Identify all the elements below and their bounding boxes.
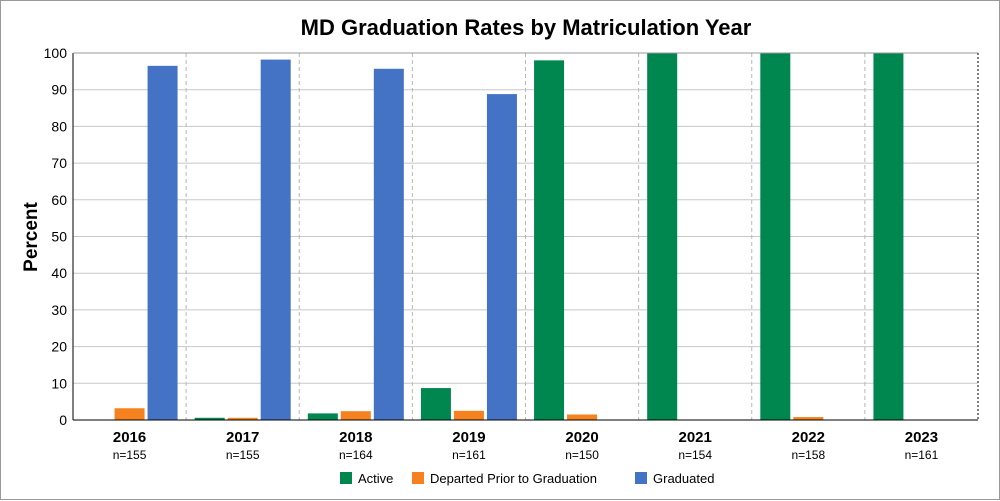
axis-labels: 0 10 20 30 40 50 60 70 80 90 100 2016 n=155 2017 n=155… bbox=[44, 45, 939, 462]
axes bbox=[72, 52, 979, 421]
y-tick-label-30: 30 bbox=[51, 302, 67, 318]
legend-swatch-departed-prior-to-graduation bbox=[412, 472, 424, 484]
y-tick-label-80: 80 bbox=[51, 118, 67, 134]
bar-graduated-2018 bbox=[373, 68, 404, 420]
x-sample-size-label-2016: n=155 bbox=[113, 448, 147, 462]
grid-lines bbox=[73, 52, 978, 420]
x-sample-size-label-2019: n=161 bbox=[452, 448, 486, 462]
bar-graduated-2019 bbox=[486, 94, 517, 420]
bar-departed-prior-to-graduation-2017 bbox=[227, 417, 258, 420]
x-category-label-2022: 2022 bbox=[792, 429, 825, 446]
bar-active-2019 bbox=[420, 388, 451, 420]
x-category-label-2018: 2018 bbox=[339, 429, 372, 446]
bar-departed-prior-to-graduation-2018 bbox=[340, 411, 371, 420]
x-category-label-2016: 2016 bbox=[113, 429, 146, 446]
bar-graduated-2016 bbox=[147, 65, 178, 420]
y-tick-label-100: 100 bbox=[44, 45, 68, 61]
x-sample-size-label-2022: n=158 bbox=[791, 448, 825, 462]
bar-departed-prior-to-graduation-2016 bbox=[114, 408, 145, 420]
legend-label-active: Active bbox=[358, 471, 393, 486]
y-tick-label-60: 60 bbox=[51, 192, 67, 208]
y-axis-label: Percent bbox=[21, 201, 42, 271]
bar-active-2020 bbox=[534, 60, 565, 421]
bar-departed-prior-to-graduation-2022 bbox=[793, 417, 824, 420]
x-sample-size-label-2020: n=150 bbox=[565, 448, 599, 462]
x-sample-size-label-2018: n=164 bbox=[339, 448, 373, 462]
x-category-label-2023: 2023 bbox=[905, 429, 938, 446]
bar-departed-prior-to-graduation-2020 bbox=[567, 414, 598, 420]
bar-active-2018 bbox=[307, 413, 338, 420]
bar-departed-prior-to-graduation-2019 bbox=[453, 410, 484, 420]
bar-active-2023 bbox=[873, 53, 904, 420]
bar-active-2021 bbox=[647, 53, 678, 420]
legend-swatch-active bbox=[340, 472, 352, 484]
y-tick-label-40: 40 bbox=[51, 265, 67, 281]
bar-active-2017 bbox=[194, 417, 225, 420]
legend-label-departed-prior-to-graduation: Departed Prior to Graduation bbox=[430, 471, 597, 486]
x-sample-size-label-2021: n=154 bbox=[678, 448, 712, 462]
bars bbox=[114, 53, 904, 421]
chart-title: MD Graduation Rates by Matriculation Yea… bbox=[301, 15, 752, 40]
y-tick-label-20: 20 bbox=[51, 339, 67, 355]
legend: Active Departed Prior to Graduation Gradua… bbox=[340, 471, 714, 486]
x-sample-size-label-2017: n=155 bbox=[226, 448, 260, 462]
y-tick-label-0: 0 bbox=[59, 412, 67, 428]
x-category-label-2021: 2021 bbox=[679, 429, 712, 446]
bar-active-2022 bbox=[760, 53, 791, 420]
bar-graduated-2017 bbox=[260, 59, 291, 421]
y-tick-label-10: 10 bbox=[51, 375, 67, 391]
x-category-label-2019: 2019 bbox=[452, 429, 485, 446]
y-tick-label-50: 50 bbox=[51, 229, 67, 245]
x-category-label-2017: 2017 bbox=[226, 429, 259, 446]
y-tick-label-70: 70 bbox=[51, 155, 67, 171]
x-sample-size-label-2023: n=161 bbox=[905, 448, 939, 462]
x-category-label-2020: 2020 bbox=[565, 429, 598, 446]
legend-label-graduated: Graduated bbox=[653, 471, 714, 486]
y-tick-label-90: 90 bbox=[51, 82, 67, 98]
legend-swatch-graduated bbox=[635, 472, 647, 484]
